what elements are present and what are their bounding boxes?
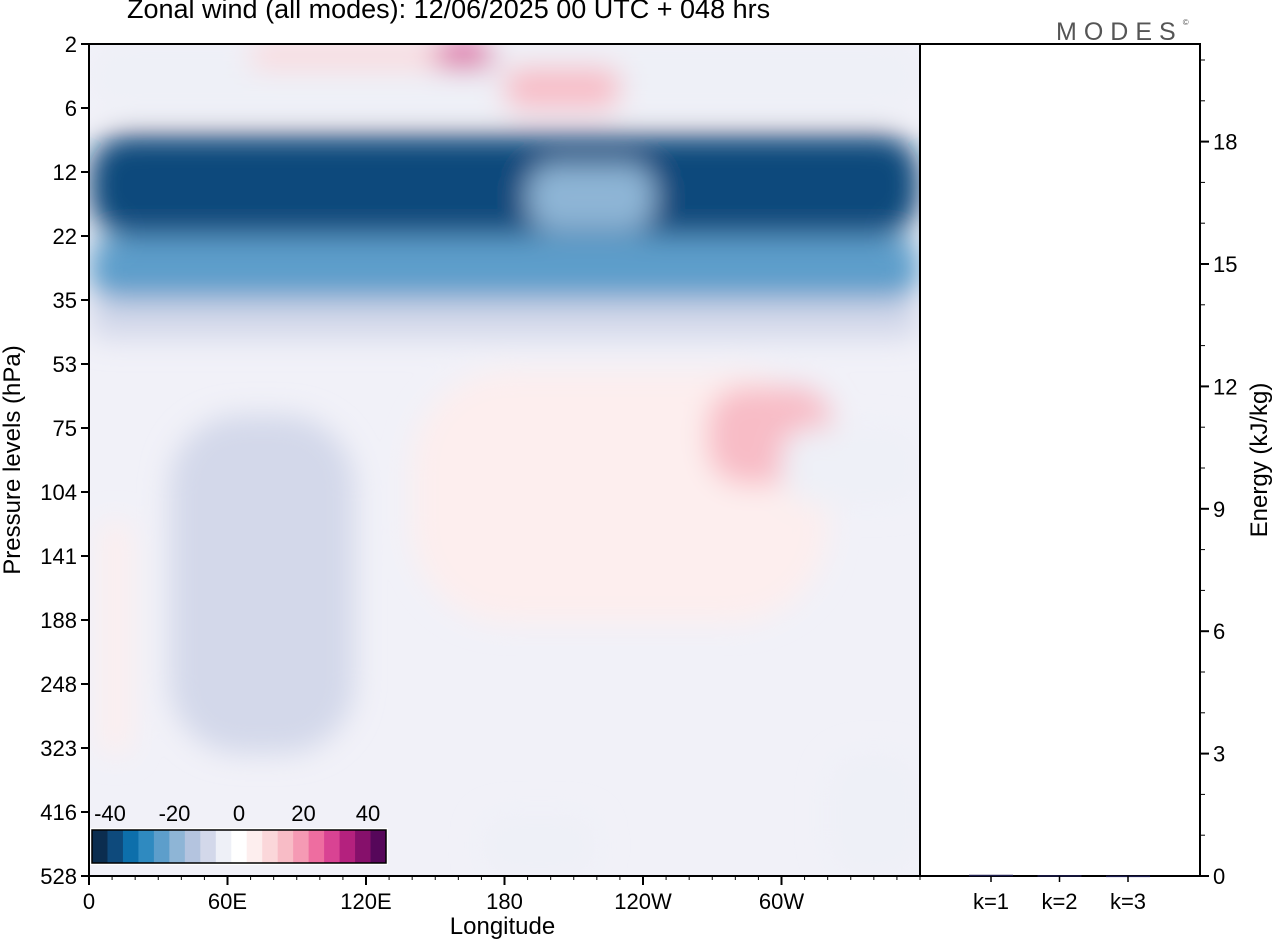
wind-region-6: [89, 236, 920, 300]
wind-region-0: [89, 44, 920, 108]
wind-region-13: [781, 428, 920, 504]
y-tick-label-75: 75: [53, 416, 77, 441]
contour-field: [89, 44, 920, 876]
energy-panel: [919, 43, 1201, 877]
colorbar-swatch-8: [215, 830, 232, 863]
colorbar-swatch-10: [246, 830, 263, 863]
x-tick-label-3: 180: [486, 889, 523, 914]
colorbar-frame: [91, 829, 387, 864]
y-tick-label-323: 323: [40, 736, 77, 761]
y-tick-label-22: 22: [53, 224, 77, 249]
y-tick-label-141: 141: [40, 544, 77, 569]
energy-bar-k=2: [1037, 875, 1082, 877]
energy-bar-label-k=3: k=3: [1110, 889, 1146, 914]
x-axis: 0 60E 120E 180 120W 60W: [83, 876, 921, 914]
y-tick-label-35: 35: [53, 288, 77, 313]
energy-tick-label-18: 18: [1213, 130, 1237, 155]
wind-region-7: [89, 300, 920, 339]
wind-region-4: [89, 134, 920, 236]
y-tick-label-53: 53: [53, 352, 77, 377]
energy-tick-label-12: 12: [1213, 374, 1237, 399]
wind-region-5: [527, 163, 655, 232]
colorbar-swatch-9: [231, 830, 248, 863]
y-axis: 2 6 12 22 35 53 75 104 141 188 248 323 416 528: [40, 32, 89, 889]
colorbar-swatch-17: [355, 830, 371, 863]
colorbar-swatch-11: [262, 830, 279, 863]
colorbar-swatch-14: [308, 830, 325, 863]
x-tick-label-5: 60W: [759, 889, 804, 914]
x-tick-label-0: 0: [83, 889, 95, 914]
colorbar-swatch-7: [200, 830, 217, 863]
y-axis-label: Pressure levels (hPa): [0, 345, 26, 574]
y-tick-label-416: 416: [40, 800, 77, 825]
colorbar-swatch-5: [169, 830, 186, 863]
energy-bar-label-k=1: k=1: [973, 889, 1009, 914]
energy-tick-label-6: 6: [1213, 619, 1225, 644]
colorbar: -40 -20 0 20 40: [90, 801, 388, 865]
y-tick-label-6: 6: [65, 96, 77, 121]
x-axis-label: Longitude: [450, 913, 555, 940]
colorbar-swatch-4: [153, 830, 170, 863]
colorbar-swatch-15: [324, 830, 340, 863]
colorbar-swatch-1: [107, 830, 124, 863]
colorbar-label-2: 0: [233, 801, 245, 826]
colorbar-swatch-16: [339, 830, 356, 863]
wind-region-12: [169, 415, 355, 754]
wind-region-3: [504, 67, 620, 108]
y-tick-label-528: 528: [40, 864, 77, 889]
y-tick-label-188: 188: [40, 608, 77, 633]
wind-region-2: [435, 44, 493, 68]
energy-tick-label-3: 3: [1213, 742, 1225, 767]
y-tick-label-104: 104: [40, 480, 77, 505]
modes-logo: MODES©: [1056, 18, 1189, 46]
wind-region-16: [100, 522, 131, 754]
energy-bar-label-k=2: k=2: [1041, 889, 1077, 914]
colorbar-label-3: 20: [291, 801, 315, 826]
y-tick-label-12: 12: [53, 160, 77, 185]
chart-title: Zonal wind (all modes): 12/06/2025 00 UT…: [127, 0, 771, 24]
wind-region-14: [827, 753, 920, 876]
colorbar-swatch-2: [122, 830, 139, 863]
colorbar-swatch-13: [293, 830, 310, 863]
energy-tick-label-15: 15: [1213, 252, 1237, 277]
x-tick-label-1: 60E: [208, 889, 247, 914]
colorbar-label-0: -40: [94, 801, 126, 826]
colorbar-swatch-12: [277, 830, 294, 863]
energy-bars: k=1 k=2 k=3: [969, 874, 1150, 914]
colorbar-swatch-18: [370, 830, 387, 863]
colorbar-label-4: 40: [356, 801, 380, 826]
x-tick-label-4: 120W: [614, 889, 672, 914]
x-tick-label-2: 120E: [340, 889, 391, 914]
colorbar-swatch-6: [184, 830, 201, 863]
wind-region-1: [250, 44, 482, 68]
energy-axis-label: Energy (kJ/kg): [1246, 383, 1273, 538]
colorbar-swatch-3: [138, 830, 155, 863]
energy-tick-label-0: 0: [1213, 864, 1225, 889]
colorbar-label-1: -20: [159, 801, 191, 826]
wind-region-15: [481, 814, 597, 876]
energy-bar-k=1: [969, 874, 1013, 877]
y-tick-label-248: 248: [40, 672, 77, 697]
colorbar-swatch-0: [92, 830, 108, 863]
energy-tick-label-9: 9: [1213, 497, 1225, 522]
y-tick-label-2: 2: [65, 32, 77, 57]
energy-axis: 0 3 6 9 12 15 18: [1200, 59, 1237, 889]
